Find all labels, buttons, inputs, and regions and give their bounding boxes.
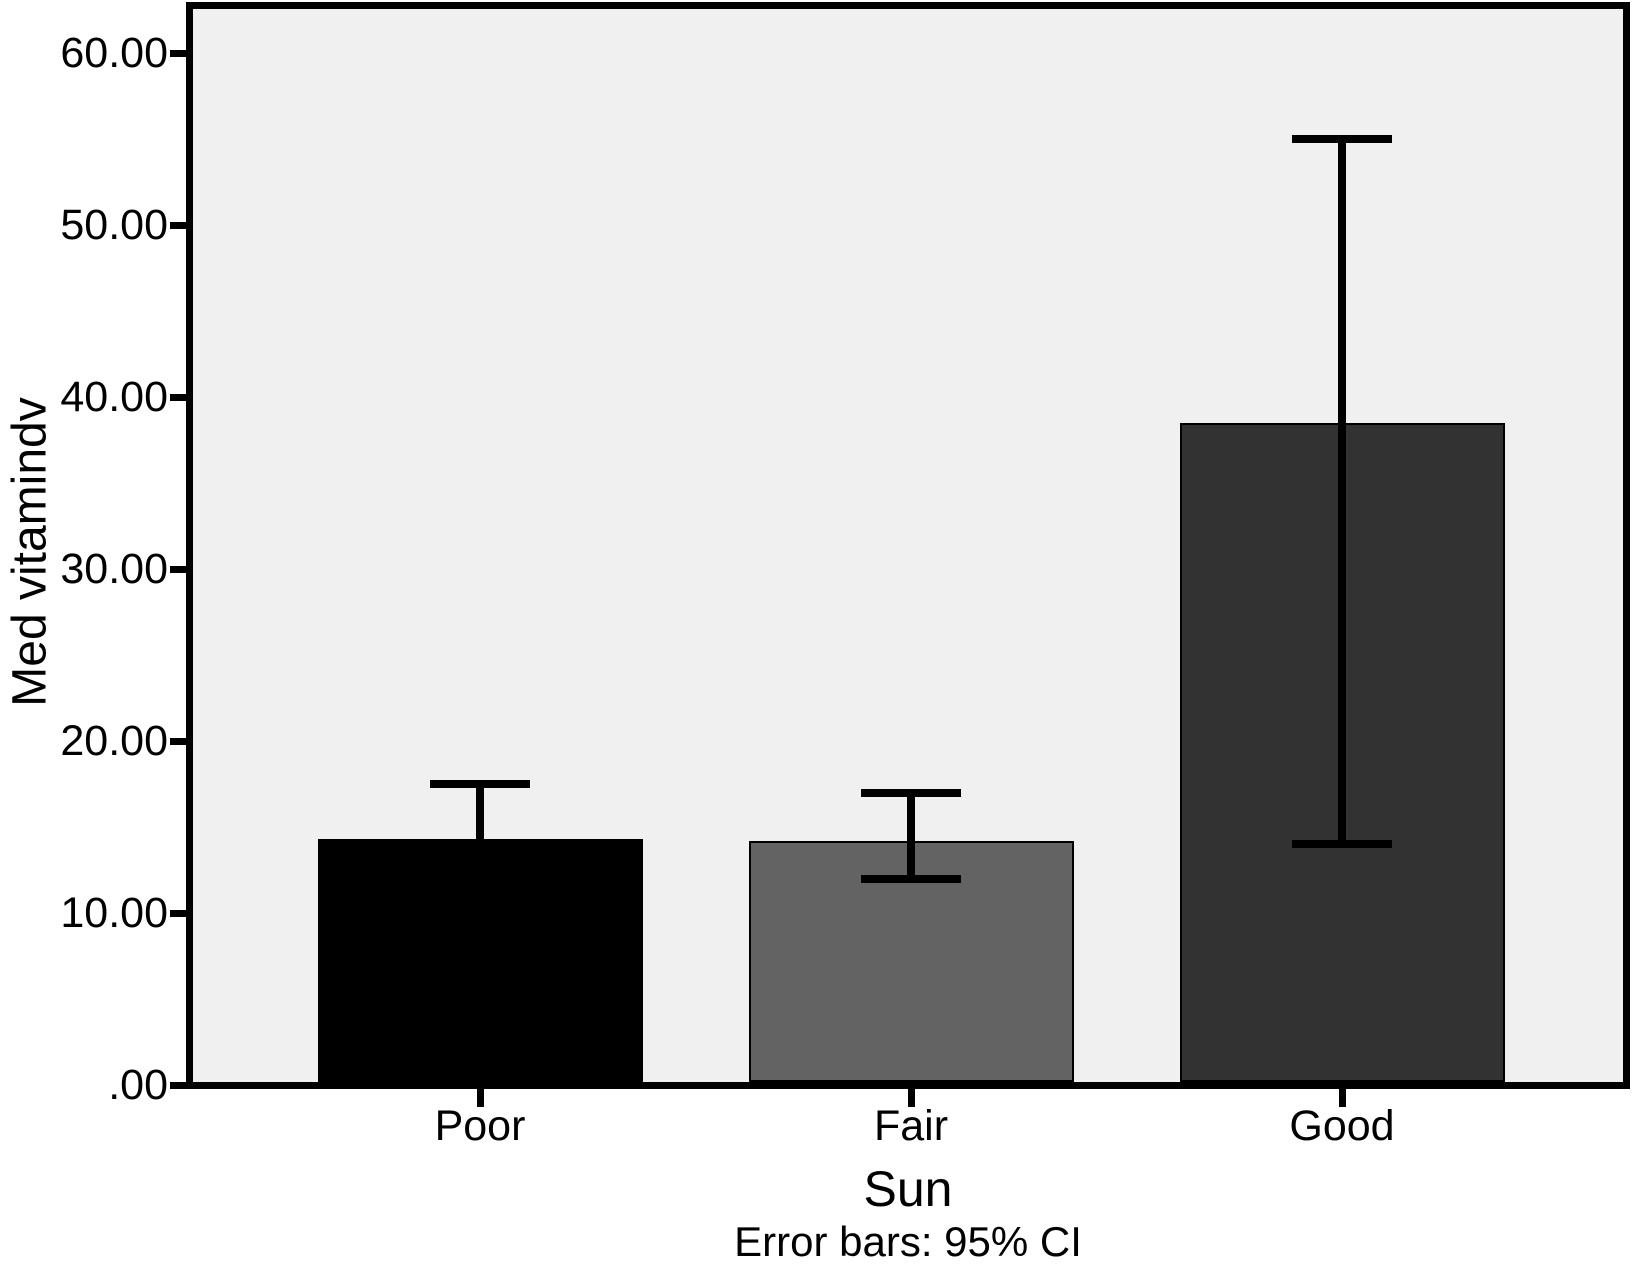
y-axis-title: Med vitamindv <box>3 397 57 707</box>
error-bar-cap-upper-fair <box>861 788 961 797</box>
bar-poor <box>317 839 643 1082</box>
y-tick-label: 50.00 <box>60 201 168 249</box>
y-tick-label: 30.00 <box>60 545 168 593</box>
x-category-label-fair: Fair <box>873 1102 949 1150</box>
error-bar-cap-lower-good <box>1292 840 1392 849</box>
y-tick-label: 20.00 <box>60 717 168 765</box>
y-tick-label: 40.00 <box>60 373 168 421</box>
error-bar-line-good <box>1338 139 1346 845</box>
x-tick-mark <box>908 1089 915 1107</box>
x-category-label-poor: Poor <box>434 1102 526 1150</box>
y-tick-mark <box>170 910 187 917</box>
x-tick-mark <box>477 1089 484 1107</box>
x-category-label-good: Good <box>1289 1102 1395 1150</box>
y-tick-label: 10.00 <box>60 889 168 937</box>
y-tick-label: 60.00 <box>60 29 168 77</box>
error-bars-caption: Error bars: 95% CI <box>734 1218 1082 1265</box>
error-bar-cap-upper-poor <box>430 780 530 788</box>
y-tick-mark <box>170 50 187 57</box>
y-tick-label: .00 <box>108 1061 168 1109</box>
error-bar-line-poor <box>476 784 484 840</box>
error-bar-line-fair <box>907 792 915 879</box>
x-tick-mark <box>1339 1089 1346 1107</box>
y-tick-mark <box>170 1082 187 1089</box>
y-tick-mark <box>170 566 187 573</box>
y-tick-mark <box>170 738 187 745</box>
y-tick-mark <box>170 222 187 229</box>
error-bar-cap-lower-fair <box>861 874 961 883</box>
y-tick-mark <box>170 394 187 401</box>
error-bar-cap-upper-good <box>1292 135 1392 143</box>
x-axis-title: Sun <box>863 1161 953 1217</box>
